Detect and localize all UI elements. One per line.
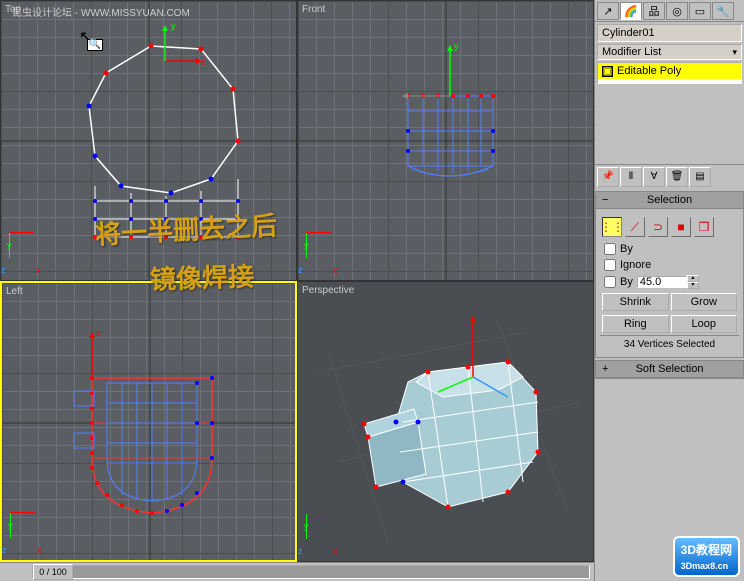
watermark-top: 昆虫设计论坛 - WWW.MISSYUAN.COM	[12, 4, 190, 19]
by-angle-checkbox[interactable]	[604, 276, 616, 288]
edge-subobj-icon[interactable]: ⟋	[625, 217, 645, 237]
element-subobj-icon[interactable]: ❒	[694, 217, 714, 237]
command-panel: ↗ 🌈 品 ◎ ▭ 🔧 Cylinder01 Modifier List ▣ E…	[594, 0, 744, 581]
timeline[interactable]: 0 / 100	[0, 562, 594, 581]
tab-create-icon[interactable]: ↗	[597, 2, 619, 20]
vertex-subobj-icon[interactable]: ⋮⋮	[602, 217, 622, 237]
axis-gizmo: xyz	[306, 513, 346, 553]
viewport-left[interactable]: Left x xyz	[0, 281, 297, 562]
remove-modifier-icon[interactable]: 🗑	[666, 167, 688, 187]
loop-button[interactable]: Loop	[671, 315, 738, 333]
pin-stack-icon[interactable]: 📌	[597, 167, 619, 187]
viewport-front[interactable]: Front y xyz	[297, 0, 594, 281]
ignore-backfacing-checkbox[interactable]	[604, 259, 616, 271]
stack-item-label: Editable Poly	[617, 65, 681, 77]
polygon-subobj-icon[interactable]: ■	[671, 217, 691, 237]
tab-hierarchy-icon[interactable]: 品	[643, 2, 665, 20]
watermark-bottom: 3D教程网 3Dmax8.cn	[673, 536, 740, 577]
border-subobj-icon[interactable]: ⊃	[648, 217, 668, 237]
ignore-label: Ignore	[620, 259, 651, 271]
axis-gizmo: xyz	[10, 512, 50, 552]
tab-utilities-icon[interactable]: 🔧	[712, 2, 734, 20]
tab-modify-icon[interactable]: 🌈	[620, 2, 642, 20]
viewport-area: Top xy ↖ 🔍 xyz	[0, 0, 594, 562]
expand-icon[interactable]: ▣	[602, 66, 613, 77]
rollout-selection-header[interactable]: Selection	[596, 192, 743, 209]
stack-item-editable-poly[interactable]: ▣ Editable Poly	[598, 63, 741, 79]
timeline-marker[interactable]: 0 / 100	[33, 564, 73, 580]
viewport-label-left: Left	[6, 286, 23, 297]
make-unique-icon[interactable]: ∀	[643, 167, 665, 187]
modifier-stack[interactable]: ▣ Editable Poly	[597, 62, 742, 84]
ring-button[interactable]: Ring	[602, 315, 669, 333]
angle-spinner[interactable]: ▴▾	[637, 275, 699, 289]
show-end-result-icon[interactable]: Ⅱ	[620, 167, 642, 187]
spinner-up-icon[interactable]: ▴	[687, 275, 699, 282]
viewport-label-persp: Perspective	[302, 285, 354, 296]
timeline-track[interactable]: 0 / 100	[32, 565, 590, 579]
by-vertex-label: By	[620, 243, 633, 255]
configure-sets-icon[interactable]: ▤	[689, 167, 711, 187]
subobject-icons: ⋮⋮ ⟋ ⊃ ■ ❒	[600, 213, 739, 241]
by-vertex-checkbox[interactable]	[604, 243, 616, 255]
grow-button[interactable]: Grow	[671, 293, 738, 311]
stack-toolbar: 📌 Ⅱ ∀ 🗑 ▤	[595, 164, 744, 189]
axis-gizmo: xyz	[9, 232, 49, 272]
rollout-soft-header[interactable]: Soft Selection	[596, 361, 743, 378]
spinner-down-icon[interactable]: ▾	[687, 282, 699, 289]
ignore-backfacing-row: Ignore	[600, 257, 739, 273]
modifier-list-dropdown[interactable]: Modifier List	[597, 44, 742, 60]
tab-display-icon[interactable]: ▭	[689, 2, 711, 20]
viewport-top[interactable]: Top xy ↖ 🔍 xyz	[0, 0, 297, 281]
logo-3d: 3D教程网 3Dmax8.cn	[673, 536, 740, 577]
axis-gizmo: xyz	[306, 232, 346, 272]
by-angle-row: By ▴▾	[600, 273, 739, 291]
rollout-soft-selection: Soft Selection	[595, 360, 744, 379]
zoom-icon: 🔍	[87, 39, 103, 51]
shrink-button[interactable]: Shrink	[602, 293, 669, 311]
viewport-label-front: Front	[302, 4, 325, 15]
viewport-perspective[interactable]: Perspective xyz	[297, 281, 594, 562]
selection-status: 34 Vertices Selected	[600, 335, 739, 353]
by-angle-label: By	[620, 276, 633, 288]
by-vertex-checkbox-row: By	[600, 241, 739, 257]
tab-motion-icon[interactable]: ◎	[666, 2, 688, 20]
object-name-field[interactable]: Cylinder01	[597, 24, 742, 42]
rollout-selection: Selection ⋮⋮ ⟋ ⊃ ■ ❒ By Ignore By	[595, 191, 744, 358]
angle-field[interactable]	[637, 276, 687, 288]
command-panel-tabs: ↗ 🌈 品 ◎ ▭ 🔧	[595, 0, 744, 22]
